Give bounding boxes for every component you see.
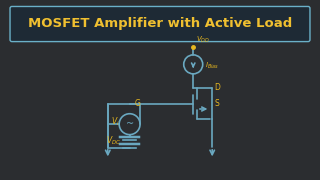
Text: G: G — [134, 99, 140, 108]
Text: $V_{DC}$: $V_{DC}$ — [106, 134, 121, 147]
Text: ~: ~ — [125, 119, 134, 129]
Text: S: S — [214, 99, 219, 108]
Text: $V_{DD}$: $V_{DD}$ — [196, 35, 210, 45]
Text: MOSFET Amplifier with Active Load: MOSFET Amplifier with Active Load — [28, 17, 292, 30]
Text: D: D — [214, 83, 220, 92]
Text: $V_i$: $V_i$ — [111, 115, 119, 128]
FancyBboxPatch shape — [10, 6, 310, 42]
Text: $I_{Bias}$: $I_{Bias}$ — [204, 61, 219, 71]
